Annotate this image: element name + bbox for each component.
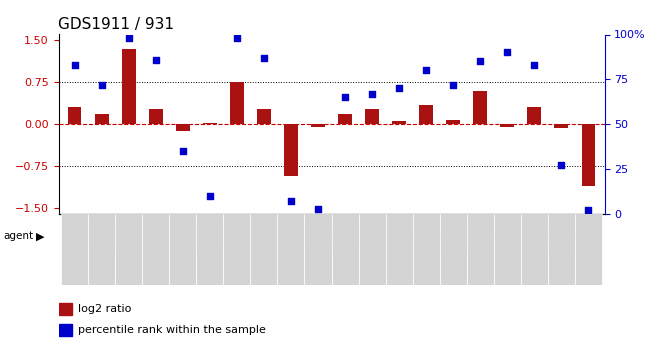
FancyBboxPatch shape (548, 214, 575, 285)
Point (70, 62, 80, 68)
Text: log2 ratio: log2 ratio (77, 304, 131, 314)
FancyBboxPatch shape (359, 214, 385, 285)
Bar (554, 124, 568, 128)
Text: pyrethrum: pyrethrum (304, 231, 359, 241)
Text: P. nigrum extract: P. nigrum extract (125, 231, 214, 241)
Text: agent: agent (3, 231, 33, 241)
FancyBboxPatch shape (385, 214, 413, 285)
FancyBboxPatch shape (413, 214, 439, 285)
Bar (473, 90, 487, 124)
Point (313, 206, 323, 211)
FancyBboxPatch shape (62, 223, 276, 250)
Bar (149, 108, 162, 124)
Point (529, 62, 539, 68)
Bar (284, 124, 298, 176)
Point (583, 208, 593, 213)
FancyBboxPatch shape (142, 214, 169, 285)
Point (502, 50, 512, 55)
FancyBboxPatch shape (250, 214, 278, 285)
Text: GDS1911 / 931: GDS1911 / 931 (58, 17, 174, 32)
FancyBboxPatch shape (61, 214, 88, 285)
Bar (122, 49, 136, 124)
Bar (58, 303, 72, 315)
FancyBboxPatch shape (115, 214, 142, 285)
Point (475, 59, 486, 64)
FancyBboxPatch shape (224, 214, 250, 285)
Bar (527, 107, 541, 124)
FancyBboxPatch shape (575, 214, 602, 285)
Point (97, 82, 107, 88)
FancyBboxPatch shape (196, 214, 224, 285)
FancyBboxPatch shape (467, 214, 494, 285)
Point (177, 148, 188, 154)
FancyBboxPatch shape (521, 214, 548, 285)
Text: ▶: ▶ (36, 231, 44, 241)
FancyBboxPatch shape (169, 214, 196, 285)
Bar (447, 120, 460, 124)
Point (448, 82, 458, 88)
FancyBboxPatch shape (332, 214, 359, 285)
Bar (500, 124, 514, 127)
Bar (365, 109, 379, 124)
Point (286, 199, 296, 204)
Text: P. nigrum extract and pyrethrum: P. nigrum extract and pyrethrum (409, 231, 578, 241)
Point (394, 86, 404, 91)
FancyBboxPatch shape (387, 223, 601, 250)
Point (231, 35, 242, 41)
Bar (58, 324, 72, 336)
FancyBboxPatch shape (279, 223, 384, 250)
Point (205, 193, 215, 199)
Point (421, 68, 432, 73)
FancyBboxPatch shape (88, 214, 115, 285)
Bar (338, 114, 352, 124)
Bar (230, 82, 244, 124)
Bar (203, 123, 216, 124)
FancyBboxPatch shape (439, 214, 467, 285)
FancyBboxPatch shape (278, 214, 304, 285)
Point (340, 95, 350, 100)
Bar (176, 124, 190, 131)
FancyBboxPatch shape (304, 214, 332, 285)
FancyBboxPatch shape (494, 214, 521, 285)
Bar (419, 105, 433, 124)
Bar (393, 121, 406, 124)
Bar (311, 124, 325, 127)
Point (259, 55, 269, 61)
Point (556, 163, 566, 168)
Bar (95, 114, 109, 124)
Bar (68, 107, 81, 124)
Bar (582, 124, 595, 186)
Text: percentile rank within the sample: percentile rank within the sample (77, 325, 265, 335)
Point (124, 35, 134, 41)
Point (151, 57, 161, 62)
Point (367, 91, 377, 97)
Bar (257, 108, 270, 124)
